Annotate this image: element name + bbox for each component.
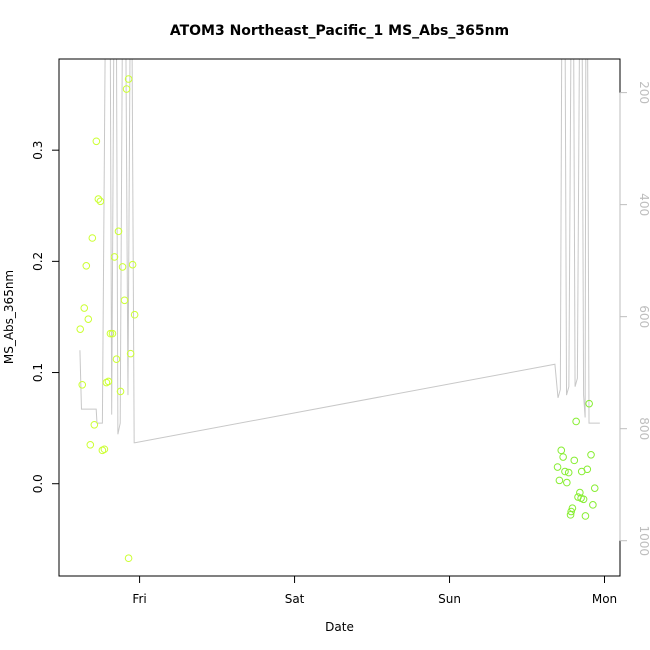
data-point [590,484,599,492]
data-point [100,445,109,454]
data-point [104,377,113,386]
data-point [88,234,97,242]
x-tick-label: Mon [592,592,617,606]
y2-tick-label: 800 [637,417,650,440]
pressure-line [79,59,600,444]
y-tick-label: 0.3 [31,141,45,160]
data-point [567,507,575,516]
data-point [124,554,133,563]
data-point [564,468,573,477]
data-point [82,262,91,270]
data-point [124,75,133,83]
y2-tick-label: 200 [637,81,650,104]
data-point [589,501,597,509]
data-point [585,399,593,408]
data-point [576,488,584,497]
x-axis-label: Date [325,620,354,634]
data-point [90,420,99,429]
data-point [566,511,575,519]
data-point [92,137,101,146]
data-point [583,465,592,474]
data-point [130,310,139,319]
x-tick-label: Sun [438,592,461,606]
data-point [80,304,89,312]
data-point [116,387,125,396]
data-point [555,476,564,485]
y-tick-label: 0.2 [31,252,45,271]
chart-title: ATOM3 Northeast_Pacific_1 MS_Abs_365nm [170,23,509,39]
data-point [122,85,131,93]
data-point [559,453,567,461]
data-point [561,467,569,476]
y-tick-label: 0.1 [31,363,45,382]
data-point [563,478,571,487]
data-point [577,494,585,502]
x-tick-label: Sat [285,592,305,606]
data-point [108,329,117,338]
data-point [568,504,577,512]
data-point [112,355,121,363]
y-tick-label: 0.0 [31,474,45,493]
data-point [587,451,595,459]
x-tick-label: Fri [132,592,146,606]
data-point [570,456,579,465]
data-point [78,380,87,389]
data-point [557,446,566,455]
data-point [126,349,135,358]
data-point [572,417,580,426]
data-point [118,263,127,271]
data-point [581,512,590,520]
data-point [94,195,103,203]
data-point [106,329,115,338]
y-axis-label: MS_Abs_365nm [2,270,16,364]
y2-tick-label: 600 [637,305,650,328]
data-point [96,197,105,206]
data-point [120,296,129,305]
data-point [84,315,93,323]
data-point [110,253,119,261]
y2-tick-label: 1000 [637,525,650,556]
data-point [128,260,137,269]
plot-frame [58,58,621,577]
data-point [114,227,123,236]
y2-tick-label: 400 [637,193,650,216]
data-point [553,463,562,471]
data-point [76,325,85,333]
data-point [86,441,95,449]
